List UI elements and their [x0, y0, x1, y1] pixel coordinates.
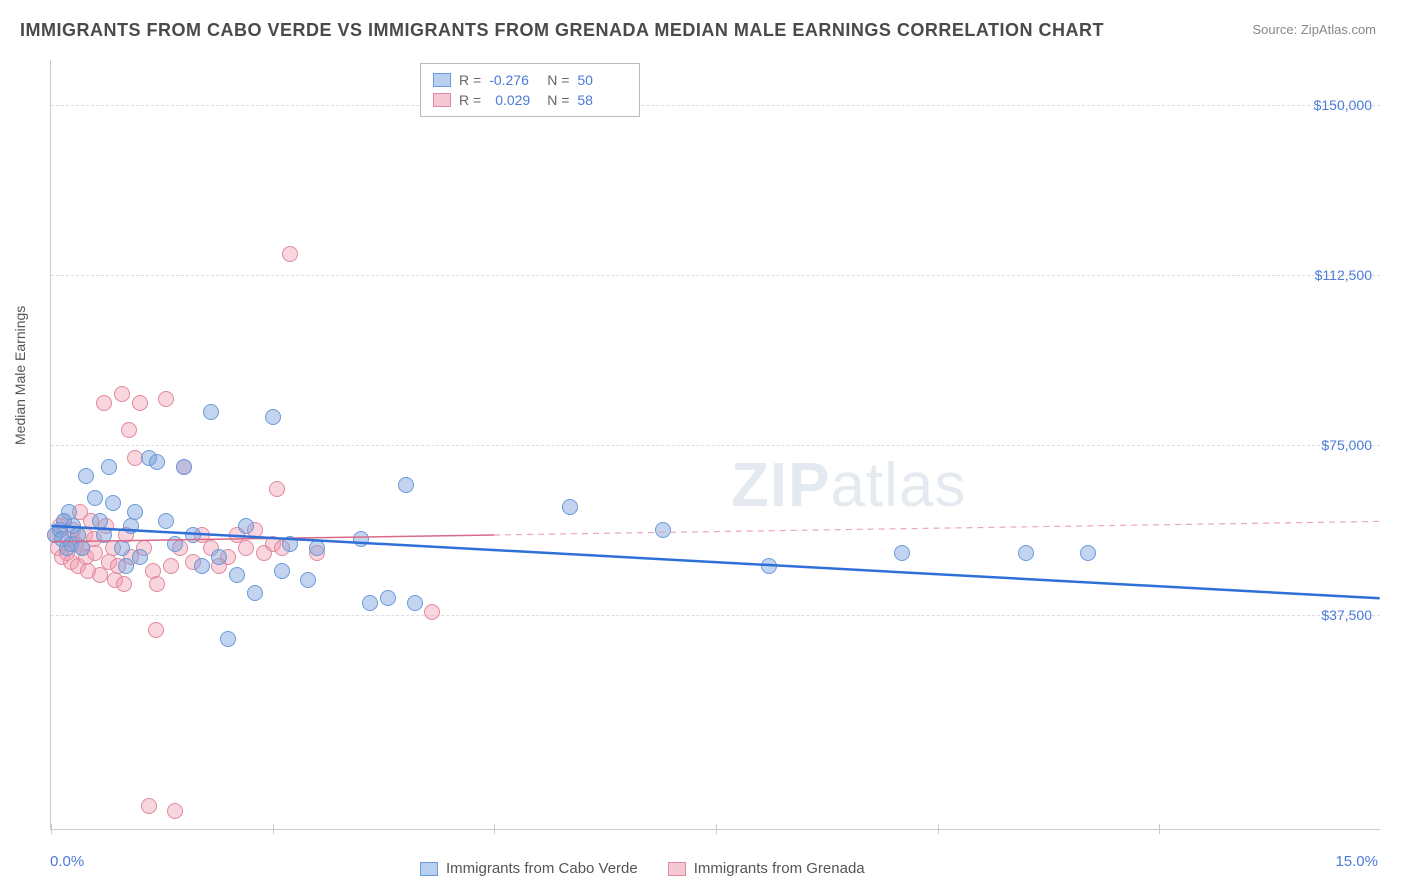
data-point	[211, 549, 227, 565]
data-point	[562, 499, 578, 515]
chart-title: IMMIGRANTS FROM CABO VERDE VS IMMIGRANTS…	[20, 20, 1104, 41]
data-point	[247, 585, 263, 601]
y-tick-label: $37,500	[1321, 607, 1372, 623]
data-point	[274, 563, 290, 579]
data-point	[229, 567, 245, 583]
data-point	[300, 572, 316, 588]
data-point	[87, 490, 103, 506]
data-point	[1018, 545, 1034, 561]
series-legend: Immigrants from Cabo Verde Immigrants fr…	[420, 860, 865, 877]
data-point	[309, 540, 325, 556]
data-point	[114, 386, 130, 402]
watermark-zip: ZIP	[731, 451, 830, 520]
x-tick	[273, 824, 274, 834]
stats-legend: R = -0.276 N = 50 R = 0.029 N = 58	[420, 63, 640, 117]
data-point	[761, 558, 777, 574]
x-tick	[938, 824, 939, 834]
data-point	[362, 595, 378, 611]
r-label: R =	[459, 92, 481, 108]
r-label: R =	[459, 72, 481, 88]
gridline	[51, 615, 1380, 616]
swatch-series2	[433, 93, 451, 107]
swatch-series2	[668, 862, 686, 876]
swatch-series1	[433, 73, 451, 87]
data-point	[398, 477, 414, 493]
data-point	[407, 595, 423, 611]
data-point	[78, 468, 94, 484]
data-point	[101, 459, 117, 475]
data-point	[158, 391, 174, 407]
gridline	[51, 105, 1380, 106]
data-point	[282, 536, 298, 552]
watermark-atlas: atlas	[830, 451, 966, 520]
data-point	[121, 422, 137, 438]
n-label: N =	[547, 72, 569, 88]
data-point	[114, 540, 130, 556]
data-point	[105, 495, 121, 511]
y-tick-label: $112,500	[1315, 267, 1372, 283]
gridline	[51, 275, 1380, 276]
chart-plot-area: ZIPatlas $37,500 $75,000 $112,500 $150,000	[50, 60, 1380, 830]
x-axis-min: 0.0%	[50, 853, 84, 870]
data-point	[353, 531, 369, 547]
data-point	[141, 798, 157, 814]
x-tick	[716, 824, 717, 834]
n-value-series1: 50	[577, 72, 627, 88]
data-point	[238, 540, 254, 556]
x-tick	[1159, 824, 1160, 834]
legend-label-series1: Immigrants from Cabo Verde	[446, 860, 638, 877]
data-point	[424, 604, 440, 620]
x-tick	[51, 824, 52, 834]
legend-label-series2: Immigrants from Grenada	[694, 860, 865, 877]
data-point	[220, 631, 236, 647]
n-value-series2: 58	[577, 92, 627, 108]
data-point	[238, 518, 254, 534]
legend-item-series1: Immigrants from Cabo Verde	[420, 860, 638, 877]
r-value-series1: -0.276	[489, 72, 539, 88]
data-point	[116, 576, 132, 592]
data-point	[1080, 545, 1096, 561]
gridline	[51, 445, 1380, 446]
data-point	[167, 536, 183, 552]
data-point	[655, 522, 671, 538]
data-point	[185, 527, 201, 543]
legend-item-series2: Immigrants from Grenada	[668, 860, 865, 877]
y-axis-label: Median Male Earnings	[12, 306, 28, 445]
data-point	[158, 513, 174, 529]
data-point	[894, 545, 910, 561]
data-point	[269, 481, 285, 497]
data-point	[282, 246, 298, 262]
data-point	[132, 549, 148, 565]
data-point	[96, 395, 112, 411]
source-text: Source: ZipAtlas.com	[1252, 22, 1376, 37]
data-point	[96, 527, 112, 543]
data-point	[163, 558, 179, 574]
swatch-series1	[420, 862, 438, 876]
n-label: N =	[547, 92, 569, 108]
data-point	[380, 590, 396, 606]
data-point	[123, 518, 139, 534]
y-tick-label: $150,000	[1314, 97, 1372, 113]
x-axis-max: 15.0%	[1335, 853, 1378, 870]
data-point	[148, 622, 164, 638]
data-point	[167, 803, 183, 819]
r-value-series2: 0.029	[489, 92, 539, 108]
data-point	[132, 395, 148, 411]
watermark: ZIPatlas	[731, 450, 966, 521]
x-tick	[494, 824, 495, 834]
data-point	[203, 404, 219, 420]
data-point	[74, 540, 90, 556]
data-point	[149, 454, 165, 470]
data-point	[92, 567, 108, 583]
data-point	[176, 459, 192, 475]
data-point	[194, 558, 210, 574]
data-point	[149, 576, 165, 592]
data-point	[265, 409, 281, 425]
stats-row-series2: R = 0.029 N = 58	[433, 90, 627, 110]
data-point	[127, 504, 143, 520]
y-tick-label: $75,000	[1321, 437, 1372, 453]
stats-row-series1: R = -0.276 N = 50	[433, 70, 627, 90]
